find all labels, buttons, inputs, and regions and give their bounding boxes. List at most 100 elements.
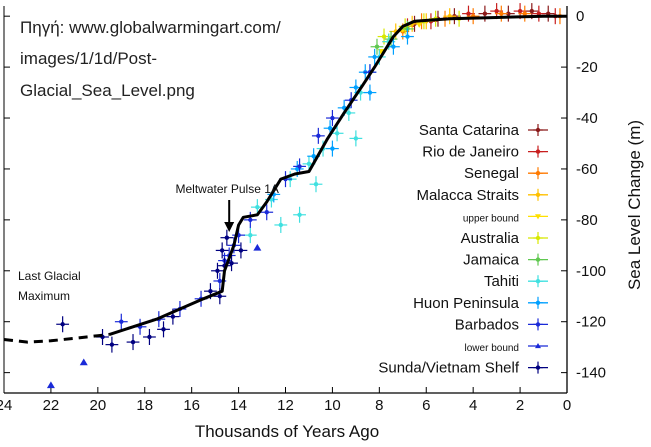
point-dot: [499, 11, 504, 16]
point-dot: [215, 268, 220, 273]
data-point: [96, 328, 109, 345]
legend-marker: [533, 253, 543, 266]
data-point: [215, 242, 229, 259]
legend-label: Malacca Straits: [416, 187, 519, 204]
meltwater-arrow-head: [224, 222, 235, 232]
data-point: [326, 110, 339, 127]
point-dot: [264, 210, 269, 215]
point-dot: [330, 146, 335, 151]
legend-label: upper bound: [463, 213, 519, 224]
point-dot: [517, 8, 523, 14]
y-tick-label: -20: [576, 59, 598, 76]
data-point: [293, 206, 306, 223]
point-dot: [535, 322, 541, 327]
point-dot: [255, 204, 260, 210]
point-dot: [278, 222, 284, 228]
point-dot: [535, 235, 541, 241]
x-tick-label: 20: [89, 397, 106, 414]
legend-marker: [533, 232, 543, 244]
x-tick-label: 22: [43, 397, 60, 414]
data-point: [309, 176, 323, 193]
source-line-2: images/1/1d/Post-: [20, 49, 157, 68]
annotations: Meltwater Pulse 1A Last Glacial Maximum: [18, 182, 279, 303]
point-dot: [334, 131, 340, 136]
y-tick-label: -80: [576, 212, 598, 229]
x-tick-label: 10: [324, 397, 341, 414]
data-point: [349, 130, 363, 147]
point-dot: [346, 110, 352, 116]
data-point: [532, 5, 546, 22]
y-tick-label: -100: [576, 263, 606, 280]
trend-line-dashed: [3, 332, 110, 344]
legend-label: Tahiti: [484, 273, 519, 290]
point-dot: [535, 127, 541, 133]
axis-ticks: 2422201816141210864200-20-40-60-80-100-1…: [0, 8, 606, 414]
legend-marker: [535, 343, 541, 349]
data-point: [368, 48, 382, 65]
point-dot: [217, 278, 223, 284]
y-tick-label: -40: [576, 110, 598, 127]
legend-label: lower bound: [465, 343, 519, 354]
legend-marker: [533, 296, 543, 309]
source-line-3: Glacial_Sea_Level.png: [20, 81, 195, 100]
point-dot: [306, 161, 312, 167]
source-line-1: Πηγή: www.globalwarmingart.com/: [20, 18, 281, 37]
legend-marker: [533, 361, 543, 374]
point-dot: [119, 319, 124, 324]
x-tick-label: 12: [277, 397, 294, 414]
x-tick-label: 2: [516, 397, 524, 414]
data-point: [234, 242, 248, 259]
legend-marker: [533, 318, 543, 331]
maximum-label: Maximum: [18, 289, 70, 303]
legend-marker: [535, 214, 541, 220]
point-dot: [161, 327, 166, 332]
point-dot: [297, 212, 302, 217]
data-point: [114, 313, 128, 330]
data-point: [157, 321, 170, 338]
x-tick-label: 18: [136, 397, 153, 414]
point-dot: [109, 342, 115, 347]
legend: Santa Catarina Rio de Janeiro Senegal Malac…: [378, 122, 548, 377]
point-dot: [217, 294, 223, 299]
point-dot: [367, 90, 373, 95]
y-tick-label: -140: [576, 365, 606, 382]
point-dot: [374, 44, 380, 49]
point-dot: [353, 85, 359, 90]
point-dot: [529, 8, 535, 14]
x-tick-label: 0: [563, 397, 571, 414]
point-dot: [311, 154, 316, 159]
legend-label: Jamaica: [463, 252, 520, 269]
x-tick-label: 24: [0, 397, 12, 414]
legend-marker: [533, 124, 543, 136]
y-axis-title: Sea Level Change (m): [625, 120, 644, 290]
point-dot: [405, 34, 410, 39]
point-dot: [482, 11, 488, 16]
legend-label: Australia: [461, 230, 520, 247]
point-dot: [313, 182, 319, 187]
data-point: [260, 204, 274, 221]
point-dot: [327, 126, 333, 131]
data-point: [126, 334, 140, 351]
point-dot: [536, 11, 542, 16]
point-dot: [147, 334, 152, 340]
data-point: [243, 227, 257, 244]
data-point: [518, 5, 532, 22]
x-tick-label: 16: [183, 397, 200, 414]
x-axis-title: Thousands of Years Ago: [195, 422, 379, 441]
data-point: [166, 308, 180, 325]
data-point: [79, 358, 88, 366]
point-dot: [535, 300, 541, 305]
point-dot: [170, 314, 176, 319]
x-tick-label: 8: [375, 397, 383, 414]
data-point: [363, 84, 377, 101]
x-tick-label: 6: [422, 397, 430, 414]
point-dot: [60, 322, 65, 327]
point-dot: [372, 54, 377, 60]
legend-marker: [533, 167, 543, 180]
point-dot: [297, 164, 302, 169]
legend-marker: [533, 188, 543, 201]
data-point: [401, 28, 414, 45]
point-dot: [535, 257, 541, 262]
trend-line: [109, 14, 567, 336]
